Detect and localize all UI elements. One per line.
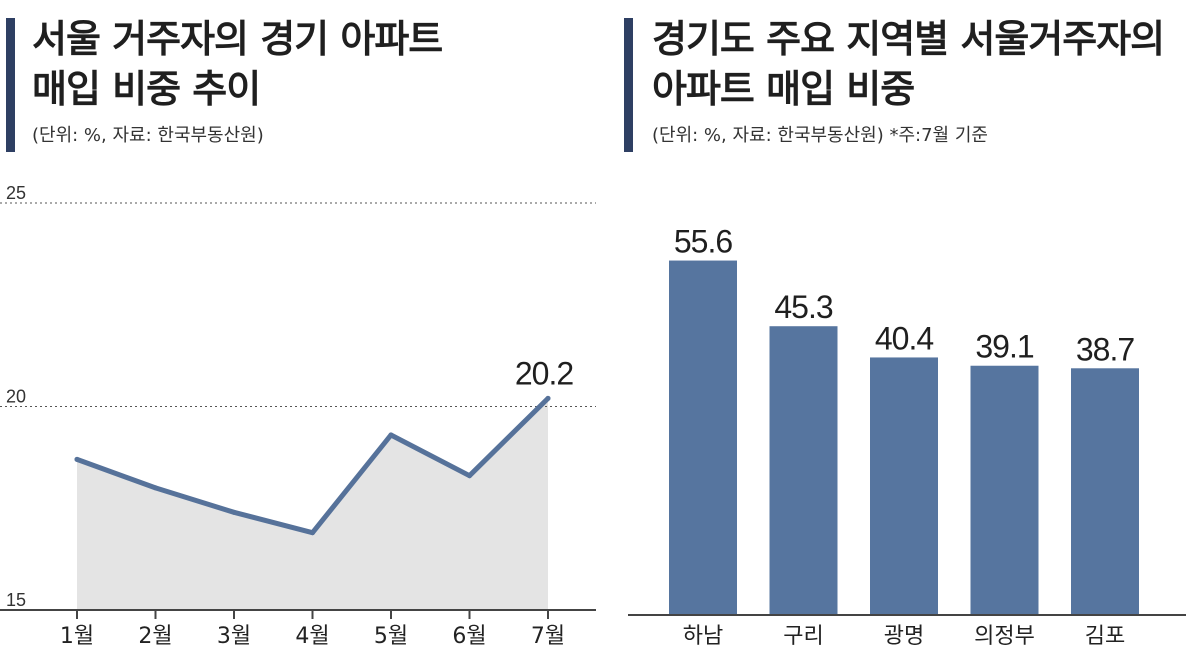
y-tick-label: 15 xyxy=(6,590,26,610)
data-label: 45.3 xyxy=(774,289,832,325)
data-label: 20.2 xyxy=(515,355,573,391)
bar-chart-panel: 경기도 주요 지역별 서울거주자의 아파트 매입 비중 (단위: %, 자료: … xyxy=(620,0,1195,663)
data-label: 55.6 xyxy=(674,224,732,260)
x-tick-label: 2월 xyxy=(138,624,172,649)
data-point xyxy=(74,456,80,462)
data-label: 38.7 xyxy=(1076,331,1134,367)
chart-title-line: 매입 비중 추이 xyxy=(32,67,261,111)
x-tick-label: 6월 xyxy=(452,624,486,649)
x-tick-label: 3월 xyxy=(217,624,251,649)
bar xyxy=(769,326,838,615)
x-tick-label: 의정부 xyxy=(974,624,1035,649)
area-fill xyxy=(77,398,548,610)
title-accent-bar xyxy=(624,18,633,152)
data-point xyxy=(467,473,472,479)
data-point xyxy=(231,509,237,515)
chart-title-line: 서울 거주자의 경기 아파트 xyxy=(32,17,443,61)
x-tick-label: 광명 xyxy=(884,624,924,649)
x-tick-label: 7월 xyxy=(531,624,565,649)
data-label: 39.1 xyxy=(975,329,1033,365)
data-point xyxy=(153,485,158,491)
y-tick-label: 25 xyxy=(6,183,26,203)
line-chart-panel: 서울 거주자의 경기 아파트 매입 비중 추이 (단위: %, 자료: 한국부동… xyxy=(0,14,596,649)
chart-subtitle: (단위: %, 자료: 한국부동산원) *주:7월 기준 xyxy=(652,125,988,146)
x-tick-label: 김포 xyxy=(1085,624,1125,649)
chart-title: 서울 거주자의 경기 아파트 매입 비중 추이 xyxy=(32,14,443,114)
data-point xyxy=(388,432,394,438)
data-label: 40.4 xyxy=(875,320,933,356)
chart-subtitle: (단위: %, 자료: 한국부동산원) xyxy=(32,125,264,146)
x-tick-label: 4월 xyxy=(295,624,329,649)
data-point xyxy=(545,395,551,401)
chart-title: 경기도 주요 지역별 서울거주자의 아파트 매입 비중 xyxy=(652,14,1165,114)
x-tick-label: 하남 xyxy=(683,624,723,649)
line-chart: 15 20 25 1월 2월 3월 4월 5월 6월 7월 20.2 xyxy=(0,183,596,649)
chart-title-line: 아파트 매입 비중 xyxy=(652,67,915,111)
bar xyxy=(669,260,737,615)
bar xyxy=(1071,368,1139,615)
y-tick-label: 20 xyxy=(6,387,26,407)
chart-title-line: 경기도 주요 지역별 서울거주자의 xyxy=(652,17,1165,61)
data-point xyxy=(310,530,315,536)
x-tick-label: 구리 xyxy=(783,624,823,649)
x-tick-label: 5월 xyxy=(374,624,408,649)
bar xyxy=(970,365,1039,615)
bar xyxy=(870,357,938,615)
title-accent-bar xyxy=(6,18,15,152)
bar-chart: 55.6 하남 45.3 구리 40.4 광명 39.1 의정부 38.7 김포 xyxy=(628,224,1186,649)
x-tick-label: 1월 xyxy=(60,624,94,649)
